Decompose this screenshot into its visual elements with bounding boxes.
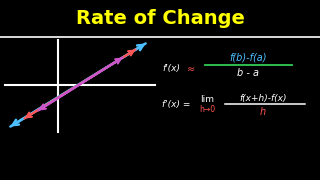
Text: b - a: b - a bbox=[237, 68, 259, 78]
Text: Rate of Change: Rate of Change bbox=[76, 8, 244, 28]
Text: f'(x): f'(x) bbox=[162, 64, 180, 73]
Text: ≈: ≈ bbox=[187, 64, 195, 74]
Text: f(x+h)-f(x): f(x+h)-f(x) bbox=[239, 93, 287, 102]
Text: h: h bbox=[260, 107, 266, 117]
Text: lim: lim bbox=[200, 96, 214, 105]
Text: h→0: h→0 bbox=[199, 105, 215, 114]
Text: f(b)-f(a): f(b)-f(a) bbox=[229, 53, 267, 63]
Text: f'(x) =: f'(x) = bbox=[162, 100, 190, 109]
